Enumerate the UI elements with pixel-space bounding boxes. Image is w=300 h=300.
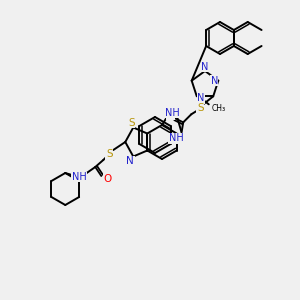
Text: O: O [166,109,174,119]
Text: NH: NH [169,133,184,143]
Text: CH₃: CH₃ [212,104,226,113]
Text: N: N [126,157,134,166]
Text: N: N [211,76,218,86]
Text: S: S [128,118,135,128]
Text: NH: NH [72,172,87,182]
Text: S: S [197,103,203,113]
Text: S: S [106,149,112,159]
Text: N: N [197,93,205,103]
Text: O: O [103,174,111,184]
Text: N: N [201,62,209,72]
Text: NH: NH [165,108,179,118]
